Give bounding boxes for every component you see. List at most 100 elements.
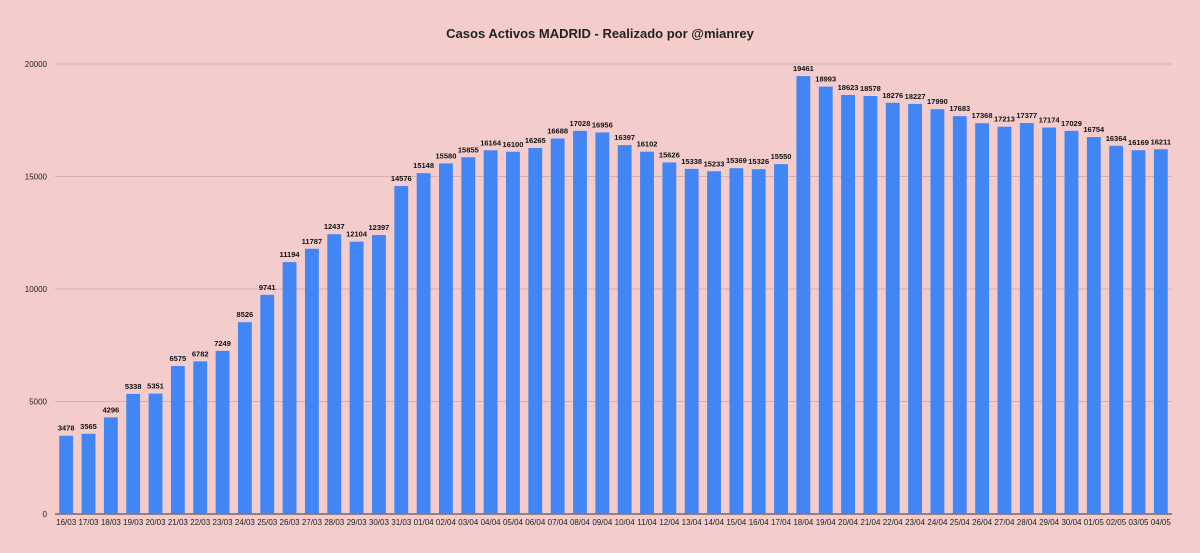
data-label: 16164 [480, 138, 502, 147]
bar [550, 138, 565, 514]
bar [1153, 149, 1168, 514]
bar [126, 393, 141, 514]
x-tick-label: 17/04 [771, 518, 792, 527]
x-tick-label: 19/03 [123, 518, 144, 527]
bar [707, 171, 721, 514]
bar [885, 102, 900, 514]
x-tick-label: 08/04 [570, 518, 591, 527]
bar [997, 126, 1012, 515]
x-tick-label: 09/04 [592, 518, 613, 527]
data-label: 6782 [192, 349, 209, 358]
data-label: 15580 [436, 151, 457, 160]
bar [59, 435, 74, 514]
x-tick-label: 13/04 [682, 518, 703, 527]
bar [662, 162, 677, 515]
data-label: 8526 [237, 310, 254, 319]
x-tick-label: 30/03 [369, 518, 390, 527]
x-tick-label: 19/04 [816, 518, 837, 527]
data-label: 15148 [413, 161, 434, 170]
data-label: 15326 [748, 157, 769, 166]
bar [327, 234, 342, 515]
x-tick-label: 20/04 [838, 518, 859, 527]
bar [952, 116, 967, 514]
data-label: 16265 [525, 136, 546, 145]
data-label: 12104 [346, 230, 368, 239]
x-tick-label: 11/04 [637, 518, 657, 527]
x-tick-label: 24/04 [927, 518, 948, 527]
x-tick-label: 15/04 [726, 518, 747, 527]
x-tick-label: 25/03 [257, 518, 278, 527]
y-tick-label: 0 [43, 510, 48, 519]
bar [617, 145, 632, 514]
data-label: 19461 [793, 64, 814, 73]
x-tick-label: 29/03 [347, 518, 368, 527]
x-tick-label: 29/04 [1039, 518, 1060, 527]
bar [818, 86, 833, 514]
data-label: 17368 [972, 111, 993, 120]
data-label: 7249 [214, 339, 231, 348]
x-tick-label: 01/05 [1084, 518, 1105, 527]
data-label: 17683 [949, 104, 970, 113]
bar [282, 262, 297, 514]
data-label: 5351 [147, 382, 164, 391]
data-label: 3478 [58, 424, 75, 433]
x-tick-label: 02/05 [1106, 518, 1127, 527]
x-tick-label: 10/04 [615, 518, 636, 527]
bar [170, 366, 185, 514]
bar [751, 169, 766, 515]
data-label: 5338 [125, 382, 142, 391]
x-tick-label: 25/04 [950, 518, 971, 527]
data-label: 12437 [324, 222, 345, 231]
bar [1131, 150, 1146, 514]
x-tick-label: 23/04 [905, 518, 926, 527]
bar [930, 109, 945, 514]
data-label: 15550 [771, 152, 792, 161]
y-tick-label: 5000 [29, 398, 47, 407]
x-axis: 16/03 17/03 18/03 19/03 20/03 21/03 22/03 23/03… [56, 518, 1171, 527]
data-label: 18276 [882, 91, 903, 100]
bar [1019, 123, 1034, 514]
bar [640, 151, 654, 514]
data-label: 9741 [259, 283, 276, 292]
y-tick-label: 10000 [25, 285, 48, 294]
x-tick-label: 23/03 [213, 518, 234, 527]
x-tick-label: 27/04 [994, 518, 1015, 527]
data-label: 17377 [1016, 111, 1037, 120]
data-label: 14576 [391, 174, 412, 183]
chart-title: Casos Activos MADRID - Realizado por @mi… [446, 26, 754, 41]
data-label: 17028 [570, 119, 591, 128]
data-label: 17213 [994, 115, 1015, 124]
data-label: 6575 [170, 354, 187, 363]
data-label: 15369 [726, 156, 747, 165]
data-label: 16956 [592, 120, 613, 129]
bar [394, 186, 409, 515]
bar [439, 163, 453, 514]
bar [461, 157, 476, 514]
x-tick-label: 03/04 [458, 518, 479, 527]
bar [796, 76, 811, 514]
x-tick-label: 01/04 [414, 518, 435, 527]
data-label: 16754 [1083, 125, 1105, 134]
bar [1064, 130, 1079, 514]
bar [863, 95, 878, 515]
bar [148, 393, 163, 514]
y-tick-label: 20000 [25, 60, 48, 69]
x-tick-label: 02/04 [436, 518, 457, 527]
data-label: 16688 [547, 127, 568, 136]
bars [59, 76, 1168, 515]
bar [595, 132, 610, 515]
data-label: 16211 [1151, 137, 1171, 146]
x-tick-label: 28/03 [324, 518, 345, 527]
bar [684, 168, 699, 514]
x-tick-label: 26/03 [280, 518, 301, 527]
data-label: 16100 [503, 140, 524, 149]
x-tick-label: 14/04 [704, 518, 725, 527]
bar [774, 164, 788, 514]
x-tick-label: 17/03 [78, 518, 99, 527]
data-label: 4296 [103, 405, 120, 414]
data-label: 17029 [1061, 119, 1082, 128]
x-tick-label: 07/04 [548, 518, 569, 527]
data-label: 15855 [458, 145, 479, 154]
bar [841, 94, 855, 515]
